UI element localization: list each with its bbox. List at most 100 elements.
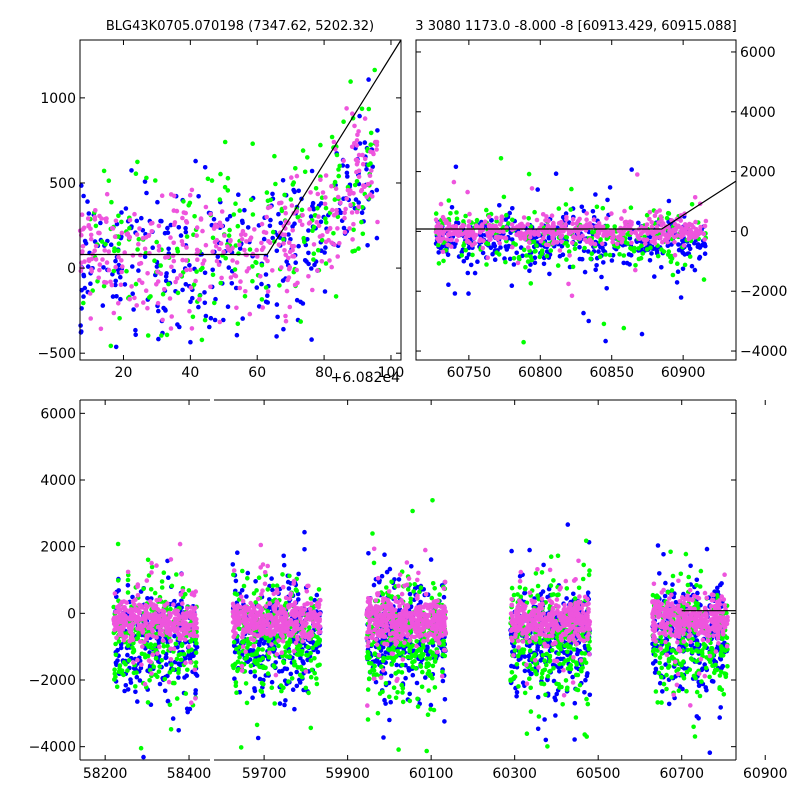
panel1-point-pink [335,226,340,231]
panel3-point-green [149,564,155,570]
panel3-point-pink [242,604,248,610]
panel2-point-blue [465,270,471,276]
panel1-point-green [194,269,199,274]
panel3-point-pink [140,644,145,649]
panel2-point-pink [569,293,575,299]
panel1-point-blue [81,193,86,199]
panel2-point-green [526,216,531,221]
panel3-point-pink [189,591,195,597]
panel1-point-green [372,67,378,73]
panel1-point-pink [138,260,144,266]
panel1-point-pink [248,235,254,240]
panel2-point-pink [570,216,576,222]
panel1-point-green [336,173,342,179]
panel3-point-green [168,727,174,732]
panel3-point-green [418,585,424,590]
panel2-point-pink [551,232,557,238]
panel1-point-blue [240,316,245,321]
panel2-point-pink [538,238,544,244]
panel3-point-pink [301,628,306,634]
panel3-point-green [251,652,257,657]
panel1-point-green [236,251,241,256]
panel3-point-green [139,651,145,657]
panel3-point-green [410,508,415,514]
panel3-point-green [375,710,381,716]
panel2-point-pink [445,242,451,248]
panel1-point-pink [195,257,200,263]
panel3-point-pink [366,639,371,645]
panel2-point-blue [503,244,509,249]
panel1-point-blue [163,274,169,279]
panel3-point-pink [254,610,260,616]
panel2-point-green [640,251,645,256]
panel3-point-pink [146,632,152,638]
panel2-point-blue [627,236,633,241]
panel3-point-pink [312,611,318,616]
panel2-point-blue [553,171,559,176]
panel1-point-green [341,119,346,124]
panel3-point-green [244,700,250,706]
panel1-point-blue [268,217,273,223]
panel3-point-green [376,645,382,651]
panel3-point-green [430,498,435,503]
panel3-point-pink [161,609,167,614]
panel1-point-pink [276,242,282,247]
panel3-point-blue [414,680,420,686]
panel1-point-pink [334,208,339,213]
panel3-point-pink [193,605,198,610]
panel3-point-pink [249,636,254,641]
panel1-point-blue [196,304,201,310]
panel3-point-green [305,644,311,650]
panel3-point-pink [309,601,314,606]
panel3-point-blue [255,735,261,741]
panel2-point-pink [497,240,503,246]
panel1-point-pink [194,225,200,230]
panel2-point-pink [689,222,694,228]
panel1-point-blue [237,246,243,251]
panel3-point-blue [282,702,287,708]
panel1-point-green [133,171,139,176]
panel3-point-green [418,664,424,669]
panel2-point-pink [621,226,627,231]
panel1-point-pink [228,275,234,280]
panel1-point-green [282,192,287,198]
panel2-point-green [459,253,465,258]
panel1-point-pink [289,175,294,180]
panel1-point-green [117,316,122,321]
panel1-point-pink [208,211,213,217]
panel3-point-green [372,663,377,669]
panel3-point-green [372,652,377,657]
panel3-point-blue [440,678,446,684]
panel3-point-pink [194,633,200,639]
panel1-point-pink [259,240,264,246]
panel3-point-green [408,655,414,660]
panel3-point-pink [273,605,278,610]
panel1-point-blue [98,220,103,226]
panel1-point-pink [335,254,341,259]
panel1-point-pink [194,233,199,238]
panel2-point-green [597,254,603,259]
panel2-point-green [441,258,446,264]
panel3-point-pink [144,636,149,642]
panel3-point-blue [292,706,297,712]
panel1-point-pink [365,181,371,187]
panel2-point-pink [633,230,639,236]
panel3-point-pink [301,632,306,637]
panel1-point-pink [297,218,303,224]
panel1-point-pink [215,224,220,229]
panel1-point-green [175,249,181,254]
panel2-point-green [636,246,641,251]
panel3-point-blue [239,588,245,593]
panel1-point-green [95,279,100,284]
panel3-point-pink [365,606,371,611]
panel3-point-pink [439,674,445,679]
panel3-point-green [141,586,146,592]
panel1-point-pink [156,248,162,253]
panel1-point-blue [306,261,311,267]
panel3-point-pink [265,563,271,569]
panel3-point-green [155,674,160,680]
panel3-point-pink [278,615,284,620]
panel3-point-green [289,676,295,681]
panel1-point-blue [176,225,182,230]
panel2-point-green [501,194,507,200]
